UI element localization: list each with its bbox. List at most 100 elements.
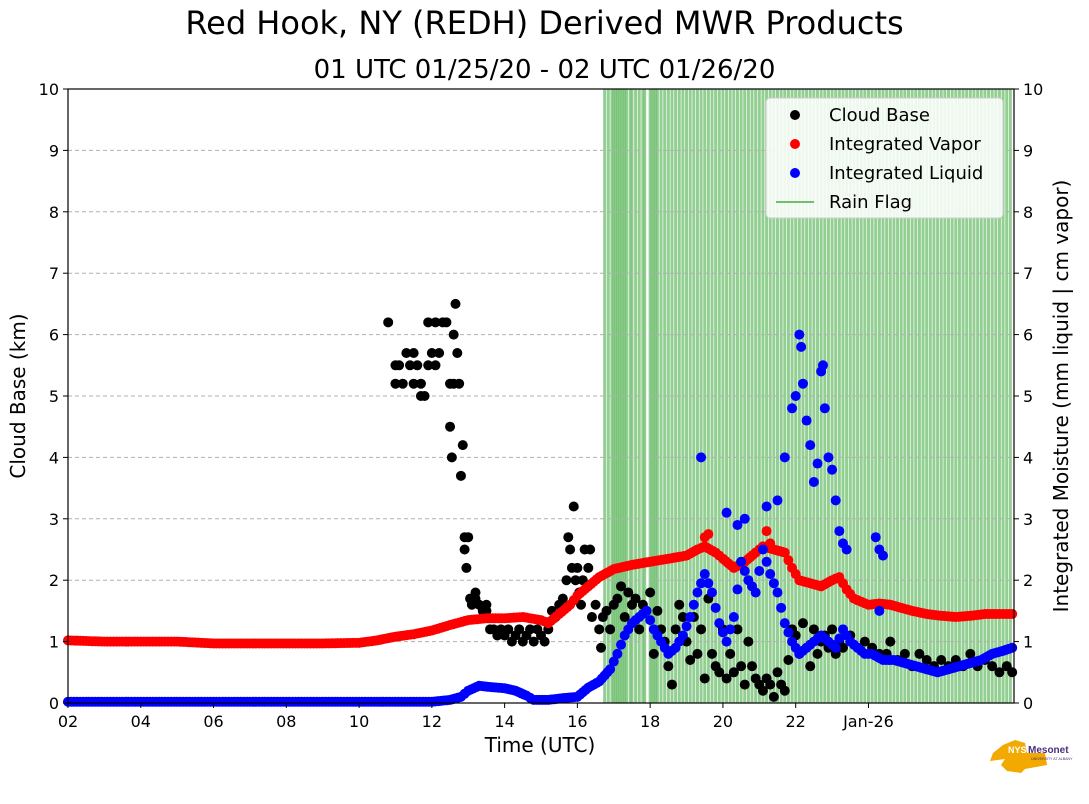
cloud-base-point bbox=[696, 624, 707, 635]
integrated-liquid-point bbox=[739, 565, 750, 576]
y-tick-label-left: 6 bbox=[49, 326, 59, 345]
legend-label: Integrated Vapor bbox=[829, 134, 981, 155]
cloud-base-point bbox=[430, 317, 441, 328]
legend-box bbox=[765, 97, 1004, 219]
cloud-base-point bbox=[616, 581, 627, 592]
integrated-liquid-point bbox=[830, 495, 841, 506]
cloud-base-point bbox=[565, 544, 576, 555]
cloud-base-point bbox=[965, 648, 976, 659]
cloud-base-point bbox=[419, 391, 430, 401]
integrated-liquid-point bbox=[783, 627, 794, 638]
cloud-base-point bbox=[721, 673, 732, 684]
cloud-base-point bbox=[448, 329, 459, 340]
x-tick-label: 20 bbox=[713, 712, 733, 731]
cloud-base-point bbox=[563, 532, 574, 543]
y-tick-label-right: 3 bbox=[1023, 510, 1033, 529]
legend-marker bbox=[790, 110, 800, 120]
integrated-liquid-point bbox=[779, 618, 790, 629]
cloud-base-point bbox=[837, 642, 848, 653]
cloud-base-point bbox=[747, 661, 758, 672]
integrated-liquid-point bbox=[768, 578, 779, 589]
cloud-base-point bbox=[728, 667, 739, 678]
integrated-liquid-point bbox=[754, 565, 765, 576]
cloud-base-point bbox=[430, 360, 441, 371]
integrated-liquid-point bbox=[725, 624, 736, 635]
cloud-base-point bbox=[634, 624, 645, 635]
nys-mesonet-logo: NYS Mesonet UNIVERSITY AT ALBANY bbox=[990, 740, 1073, 773]
chart-subtitle: 01 UTC 01/25/20 - 02 UTC 01/26/20 bbox=[313, 55, 776, 85]
cloud-base-point bbox=[783, 655, 794, 666]
integrated-liquid-point bbox=[692, 587, 703, 598]
cloud-base-point bbox=[397, 378, 408, 389]
y-tick-label-right: 2 bbox=[1023, 571, 1033, 590]
y-tick-label-right: 5 bbox=[1023, 387, 1033, 406]
integrated-liquid-point bbox=[714, 618, 725, 629]
y-tick-label-left: 7 bbox=[49, 264, 59, 283]
cloud-base-point bbox=[557, 593, 568, 604]
y-axis-label-left: Cloud Base (km) bbox=[6, 313, 30, 478]
y-tick-label-left: 0 bbox=[49, 694, 59, 713]
logo-subtext: UNIVERSITY AT ALBANY bbox=[1031, 757, 1073, 761]
integrated-liquid-point bbox=[841, 544, 852, 555]
cloud-base-point bbox=[452, 348, 463, 359]
y-tick-label-right: 4 bbox=[1023, 448, 1033, 467]
cloud-base-point bbox=[412, 360, 423, 371]
y-tick-label-left: 5 bbox=[49, 387, 59, 406]
integrated-liquid-point bbox=[823, 452, 834, 463]
cloud-base-point bbox=[732, 624, 743, 635]
x-tick-label: 02 bbox=[58, 712, 78, 731]
integrated-liquid-point bbox=[796, 341, 807, 352]
y-tick-label-left: 9 bbox=[49, 141, 59, 160]
integrated-vapor-series bbox=[63, 526, 1018, 649]
integrated-liquid-point bbox=[739, 513, 750, 524]
integrated-liquid-point bbox=[728, 612, 739, 623]
y-tick-label-right: 0 bbox=[1023, 694, 1033, 713]
x-tick-label: 10 bbox=[349, 712, 369, 731]
integrated-liquid-point bbox=[707, 587, 718, 598]
cloud-base-point bbox=[899, 648, 910, 659]
cloud-base-point bbox=[772, 667, 783, 678]
cloud-base-point bbox=[666, 679, 677, 690]
cloud-base-point bbox=[739, 679, 750, 690]
cloud-base-point bbox=[590, 599, 601, 610]
y-tick-label-right: 7 bbox=[1023, 264, 1033, 283]
integrated-vapor-point bbox=[703, 529, 714, 540]
cloud-base-point bbox=[779, 685, 790, 696]
integrated-liquid-point bbox=[736, 556, 747, 567]
integrated-liquid-point bbox=[827, 464, 838, 475]
cloud-base-point bbox=[446, 452, 457, 463]
integrated-liquid-point bbox=[812, 458, 823, 469]
svg-text:NYS: NYS bbox=[1008, 745, 1027, 755]
cloud-base-point bbox=[601, 605, 612, 616]
y-axis-label-right: Integrated Moisture (mm liquid | cm vapo… bbox=[1049, 180, 1073, 613]
cloud-base-point bbox=[459, 544, 470, 555]
gridlines bbox=[68, 149, 1014, 643]
cloud-base-point bbox=[648, 648, 659, 659]
integrated-vapor-point bbox=[779, 547, 790, 558]
integrated-liquid-point bbox=[608, 656, 619, 667]
cloud-base-point bbox=[645, 587, 656, 598]
integrated-liquid-point bbox=[878, 550, 889, 561]
integrated-liquid-point bbox=[779, 452, 790, 463]
cloud-base-point bbox=[470, 587, 481, 598]
cloud-base-point bbox=[457, 440, 468, 451]
integrated-liquid-point bbox=[834, 526, 845, 537]
cloud-base-point bbox=[455, 470, 466, 481]
cloud-base-point bbox=[605, 624, 616, 635]
legend-marker bbox=[790, 139, 800, 149]
integrated-liquid-point bbox=[801, 415, 812, 426]
cloud-base-point bbox=[685, 655, 696, 666]
integrated-liquid-point bbox=[870, 532, 881, 543]
x-tick-label: 16 bbox=[567, 712, 587, 731]
cloud-base-point bbox=[528, 636, 539, 647]
integrated-liquid-point bbox=[641, 605, 652, 616]
integrated-liquid-point bbox=[645, 615, 656, 626]
integrated-liquid-point bbox=[808, 476, 819, 487]
cloud-base-point bbox=[699, 673, 710, 684]
cloud-base-point bbox=[441, 317, 452, 328]
integrated-liquid-point bbox=[612, 648, 623, 659]
cloud-base-point bbox=[401, 348, 412, 359]
cloud-base-point bbox=[921, 655, 932, 666]
cloud-base-point bbox=[630, 593, 641, 604]
